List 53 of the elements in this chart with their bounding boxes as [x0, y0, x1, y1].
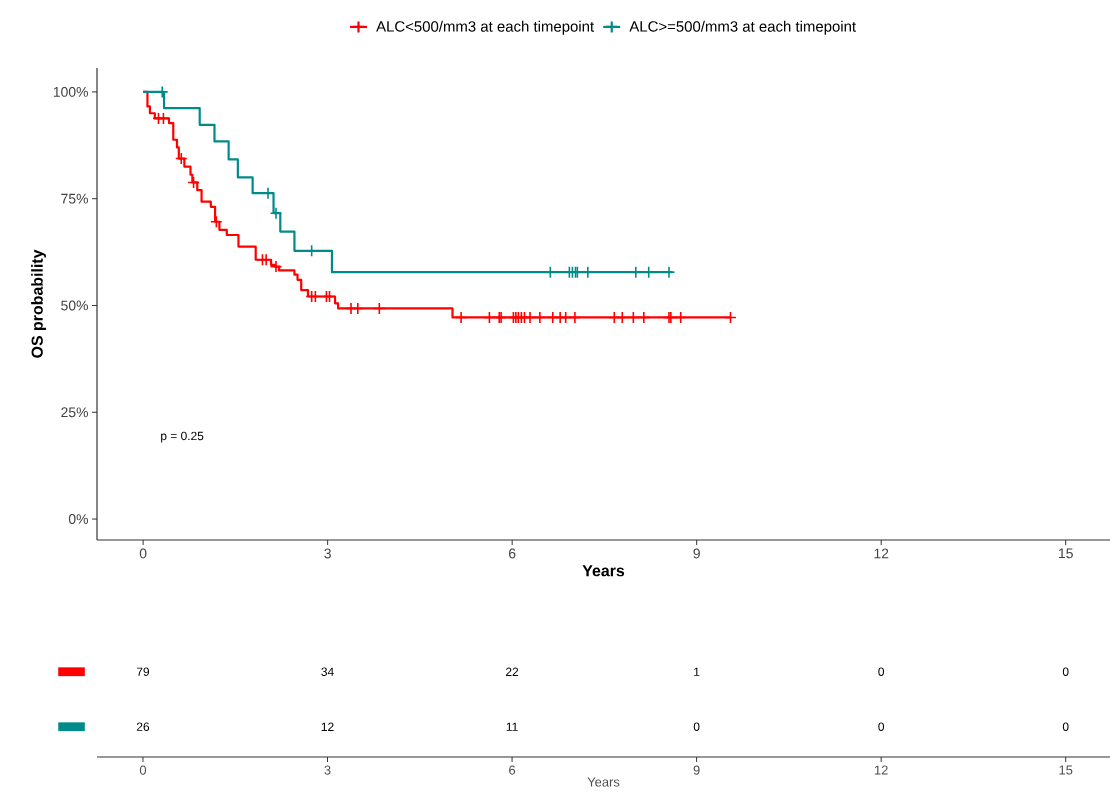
y-tick-label: 50%: [61, 300, 88, 311]
point: [615, 311, 629, 324]
point: [174, 152, 188, 165]
x-tick-label: 0: [139, 765, 147, 775]
point: [637, 311, 651, 324]
point: [187, 176, 200, 189]
point: [454, 311, 468, 324]
point: [568, 311, 582, 324]
x-axis-title: Years: [582, 565, 625, 577]
point: [351, 302, 365, 315]
data-label: 0: [878, 667, 885, 676]
x-tick-label: 12: [874, 548, 889, 559]
point: [523, 311, 537, 324]
x-tick-label: 15: [1059, 765, 1073, 775]
data-label: 26: [136, 722, 150, 731]
point: [373, 302, 386, 315]
legend-label: ALC<500/mm3 at each timepoint: [376, 20, 594, 35]
point: [269, 206, 283, 220]
x-tick-label: 9: [693, 765, 700, 775]
y-tick-label: 100%: [53, 86, 88, 97]
data-label: 34: [321, 667, 334, 676]
x-tick-label: 0: [139, 548, 147, 559]
point: [627, 311, 640, 324]
data-label: 22: [506, 667, 519, 676]
point: [309, 290, 322, 303]
data-label: 1: [694, 667, 700, 676]
data-label: 0: [693, 722, 700, 731]
data-label: 79: [136, 667, 150, 676]
x-tick-label: 12: [874, 765, 888, 775]
data-label: 0: [878, 722, 885, 731]
x-tick-label: 6: [509, 765, 516, 775]
x-tick-label: 3: [324, 765, 331, 775]
data-label: 0: [1062, 722, 1069, 731]
y-tick-label: 75%: [61, 193, 88, 204]
data-label: 12: [321, 722, 334, 731]
x-tick-label: 9: [693, 548, 700, 559]
y-axis-title: OS probability: [31, 249, 46, 358]
data-label: 11: [506, 722, 518, 731]
point: [674, 311, 687, 324]
point: [269, 260, 283, 273]
x-axis-title: Years: [587, 777, 620, 787]
x-tick-label: 6: [508, 548, 516, 559]
point: [483, 311, 496, 324]
point: [533, 311, 547, 324]
legend-label: ALC>=500/mm3 at each timepoint: [629, 20, 856, 35]
y-tick-label: 25%: [61, 407, 88, 418]
point: [210, 215, 223, 229]
point: [724, 311, 737, 324]
data-label: 0: [1062, 667, 1069, 676]
x-tick-label: 3: [324, 548, 331, 559]
annotation: p = 0.25: [161, 431, 204, 443]
x-tick-label: 15: [1059, 548, 1073, 559]
y-tick-label: 0%: [68, 514, 88, 524]
